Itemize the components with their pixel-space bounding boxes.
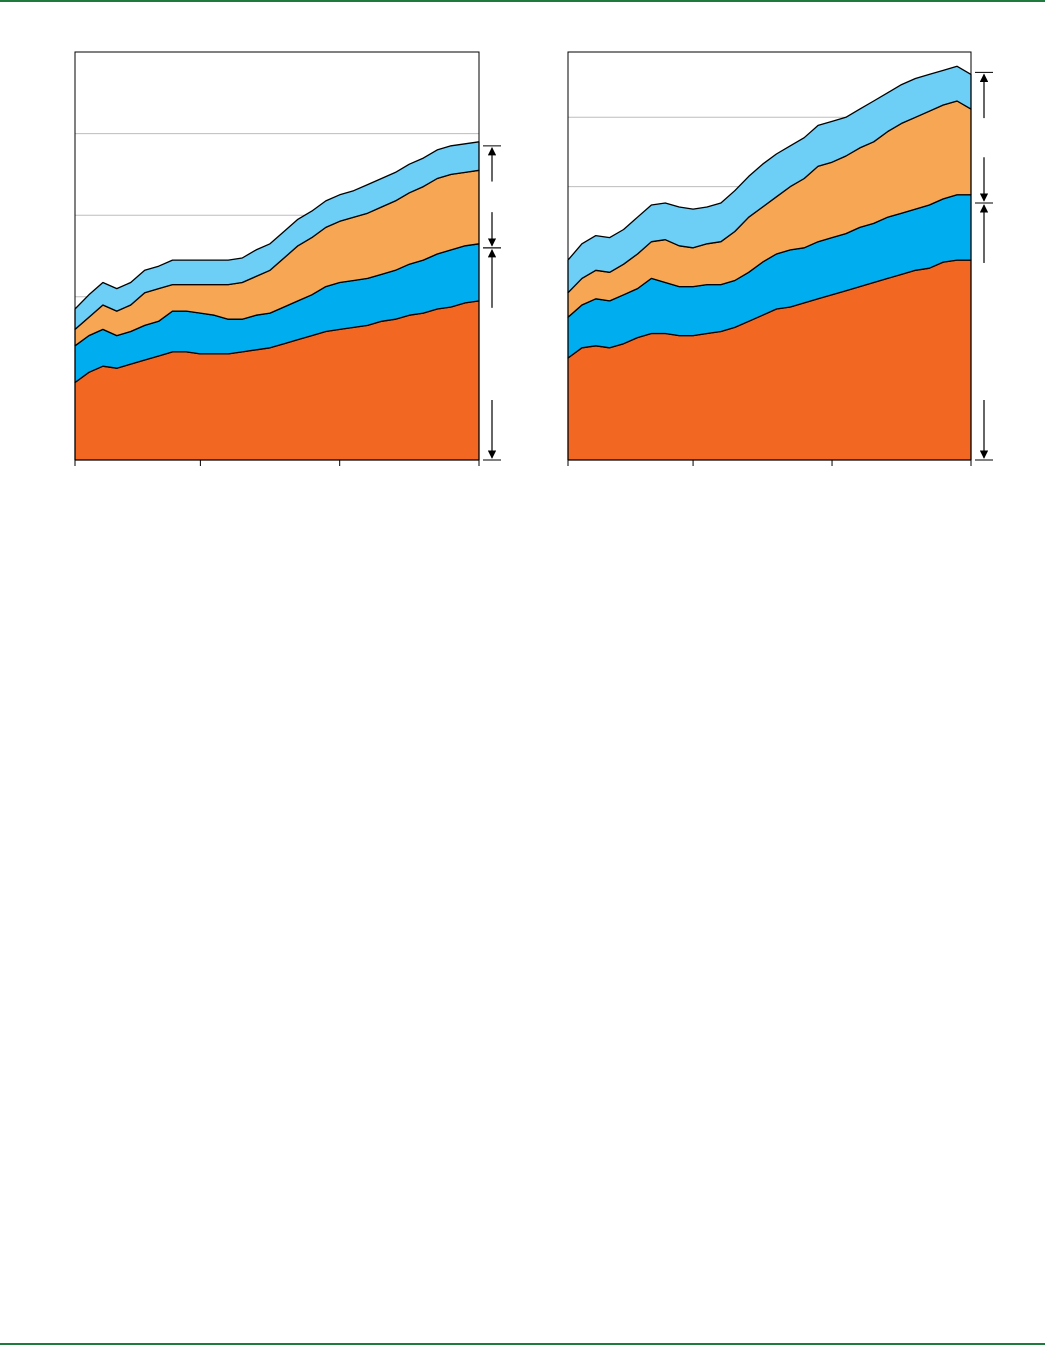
charts-canvas [74,51,993,466]
charts-container [0,0,1045,480]
bottom-rule [0,1343,1045,1345]
chart-panel-2 [567,51,993,466]
top-rule [0,0,1045,2]
chart-panel-1 [74,51,501,466]
plot-frame [74,51,480,461]
plot-frame [567,51,972,461]
